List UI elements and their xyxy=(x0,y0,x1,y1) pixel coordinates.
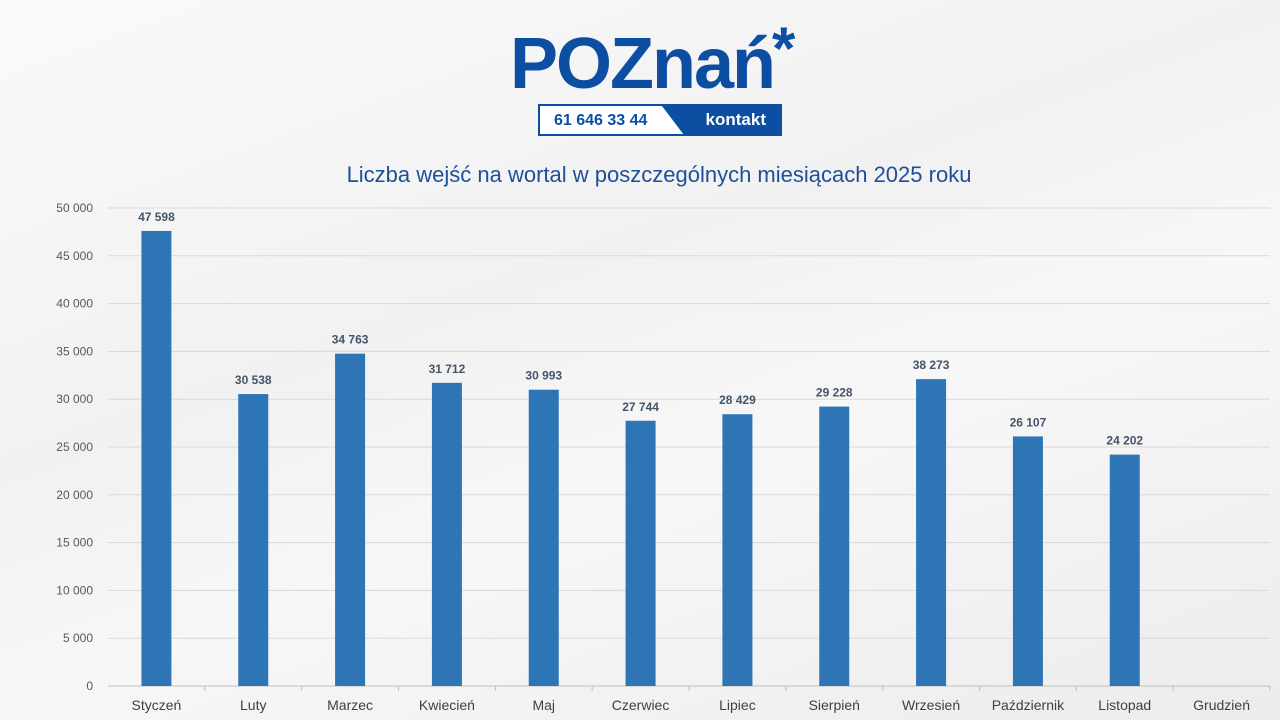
kontakt-link[interactable]: kontakt xyxy=(662,106,780,134)
bar xyxy=(141,230,172,686)
x-tick-label: Czerwiec xyxy=(612,697,670,713)
x-tick-label: Grudzień xyxy=(1193,697,1250,713)
y-tick-label: 0 xyxy=(86,679,93,693)
data-label: 47 598 xyxy=(138,210,175,224)
y-tick-label: 45 000 xyxy=(56,249,93,263)
data-label: 28 429 xyxy=(719,393,756,407)
data-label: 24 202 xyxy=(1106,434,1143,448)
poznan-logo: POZnań * 61 646 33 44 kontakt xyxy=(510,15,810,140)
data-label: 27 744 xyxy=(622,400,659,414)
phone-number: 61 646 33 44 xyxy=(554,112,648,129)
x-tick-label: Maj xyxy=(532,697,555,713)
data-label: 30 993 xyxy=(525,369,562,383)
bar xyxy=(916,379,947,686)
bar xyxy=(431,382,462,686)
asterisk-icon: * xyxy=(772,15,796,82)
x-tick-label: Kwiecień xyxy=(419,697,475,713)
contact-box[interactable]: 61 646 33 44 kontakt xyxy=(538,104,782,136)
bar xyxy=(528,389,559,686)
x-tick-label: Styczeń xyxy=(132,697,182,713)
y-tick-label: 35 000 xyxy=(56,344,93,358)
data-label: 34 763 xyxy=(332,333,369,347)
x-tick-label: Październik xyxy=(992,697,1065,713)
data-label: 38 273 xyxy=(913,358,950,372)
x-tick-label: Lipiec xyxy=(719,697,756,713)
y-tick-label: 20 000 xyxy=(56,488,93,502)
y-tick-label: 5 000 xyxy=(63,631,93,645)
y-tick-label: 40 000 xyxy=(56,297,93,311)
chart-title: Liczba wejść na wortal w poszczególnych … xyxy=(346,162,972,187)
data-label: 31 712 xyxy=(429,362,466,376)
bar xyxy=(1012,436,1043,686)
x-tick-label: Luty xyxy=(240,697,266,713)
x-tick-label: Marzec xyxy=(327,697,373,713)
bar xyxy=(238,394,269,686)
bar xyxy=(625,420,656,686)
bar xyxy=(335,353,366,686)
y-tick-label: 25 000 xyxy=(56,440,93,454)
x-tick-label: Sierpień xyxy=(809,697,860,713)
data-label: 26 107 xyxy=(1010,415,1047,429)
bar xyxy=(819,406,850,686)
bar xyxy=(722,414,753,686)
y-tick-label: 50 000 xyxy=(56,201,93,215)
y-tick-label: 15 000 xyxy=(56,536,93,550)
logo-wordmark: POZnań xyxy=(510,24,776,104)
x-tick-label: Wrzesień xyxy=(902,697,960,713)
data-label: 29 228 xyxy=(816,386,853,400)
y-tick-label: 30 000 xyxy=(56,392,93,406)
y-tick-label: 10 000 xyxy=(56,583,93,597)
data-label: 30 538 xyxy=(235,373,272,387)
bar xyxy=(1109,454,1140,686)
x-tick-label: Listopad xyxy=(1098,697,1151,713)
